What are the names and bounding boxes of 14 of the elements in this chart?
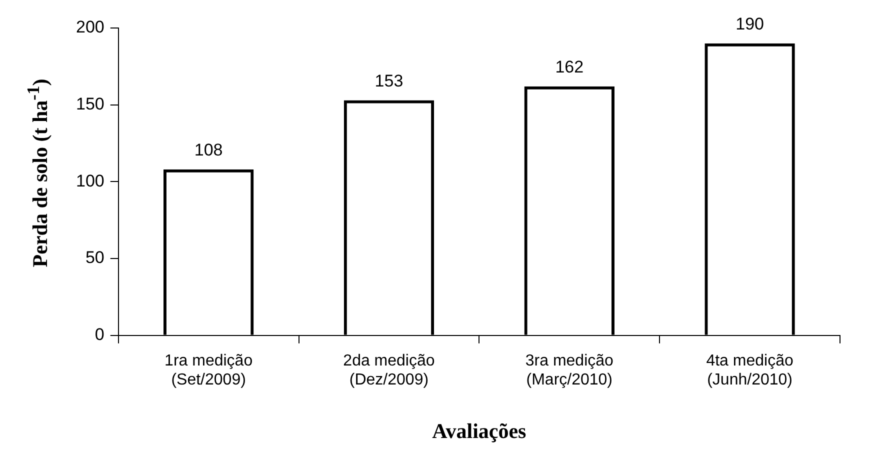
x-tick-label: 1ra medição (Set/2009) — [164, 352, 253, 389]
y-tick-label: 0 — [94, 325, 104, 344]
x-axis-title: Avaliações — [432, 418, 526, 443]
y-tick-label: 200 — [76, 18, 104, 37]
x-tick-label: 4ta medição (Junh/2010) — [706, 352, 794, 389]
x-tick-label: 2da medição (Dez/2009) — [343, 352, 435, 389]
y-tick-label: 100 — [76, 171, 104, 190]
data-label: 108 — [194, 140, 223, 160]
x-tick-label: 3ra medição (Març/2010) — [525, 352, 614, 389]
data-label: 162 — [555, 58, 584, 77]
y-tick-label: 150 — [76, 94, 104, 114]
y-tick-label: 50 — [85, 248, 104, 268]
data-label: 190 — [736, 14, 764, 34]
data-label: 153 — [374, 71, 404, 90]
